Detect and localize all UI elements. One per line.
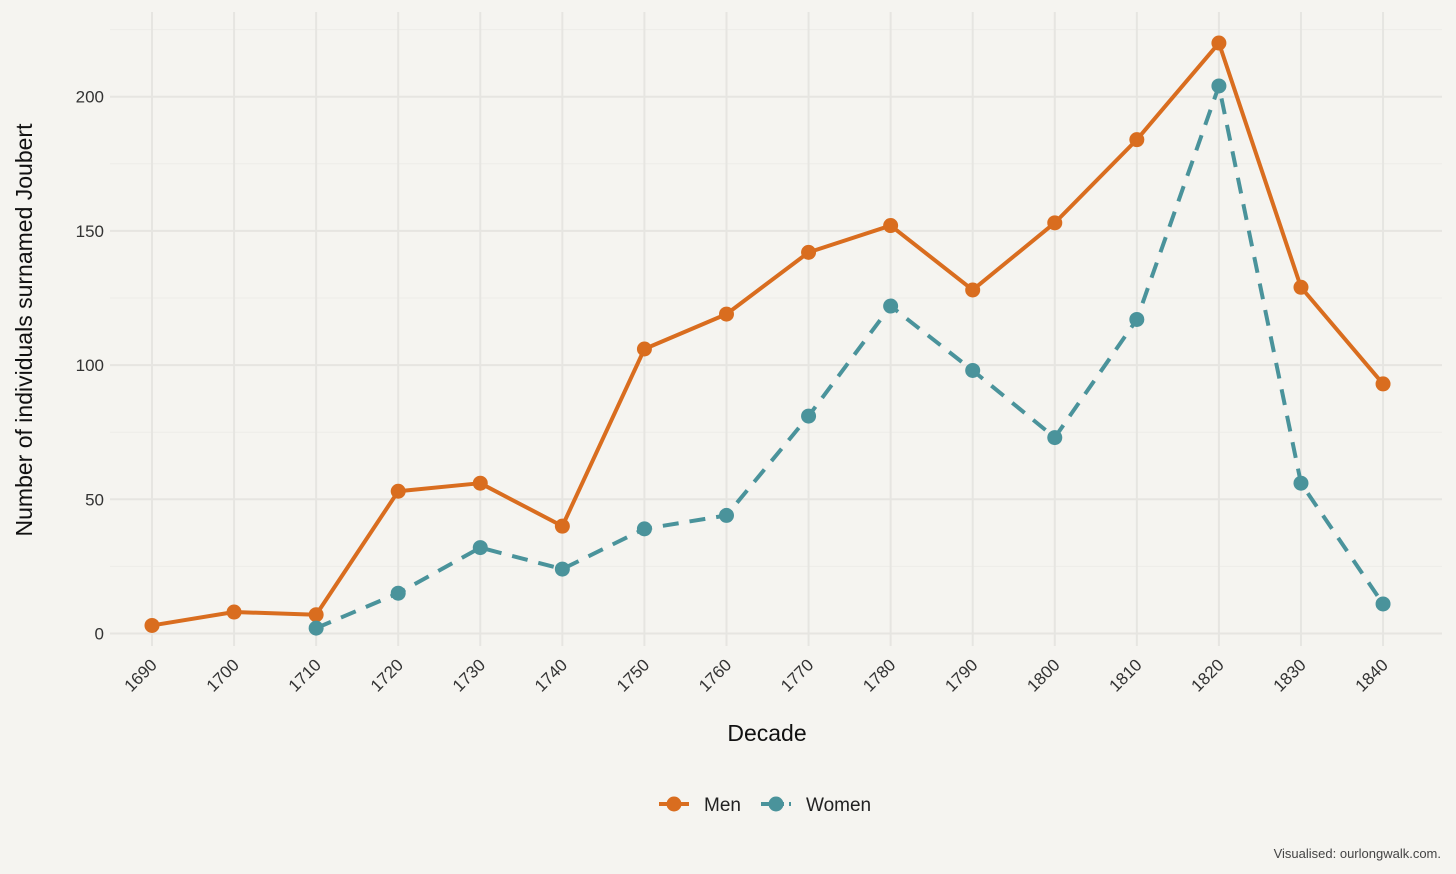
men-data-point (554, 518, 570, 534)
men-data-point (226, 604, 242, 620)
x-tick-label: 1820 (1188, 655, 1228, 695)
y-axis-ticks: 0 50 100 150 200 (76, 88, 104, 644)
legend: Men Women (659, 795, 871, 816)
women-series-line (315, 83, 1385, 630)
women-data-point (718, 507, 734, 523)
men-data-point (965, 282, 981, 298)
women-data-point (1047, 430, 1063, 446)
x-tick-label: 1790 (941, 655, 981, 695)
x-tick-label: 1800 (1023, 655, 1063, 695)
men-data-point (390, 483, 406, 499)
men-series-line (151, 41, 1385, 628)
women-legend-label: Women (806, 795, 871, 816)
y-tick-label: 200 (76, 88, 104, 107)
men-data-point (801, 244, 817, 260)
men-data-point (883, 218, 899, 234)
grid-lines (110, 12, 1442, 646)
x-tick-label: 1840 (1352, 655, 1392, 695)
men-data-point (472, 475, 488, 491)
y-tick-label: 0 (95, 625, 104, 644)
men-data-point (1211, 35, 1227, 51)
x-axis-title: Decade (727, 720, 806, 746)
x-tick-label: 1720 (367, 655, 407, 695)
y-axis-title: Number of individuals surnamed Joubert (11, 123, 37, 537)
y-tick-label: 150 (76, 222, 104, 241)
men-data-point (636, 341, 652, 357)
men-legend-key-point (666, 796, 682, 812)
men-data-point (718, 306, 734, 322)
x-tick-label: 1730 (449, 655, 489, 695)
x-tick-label: 1770 (777, 655, 817, 695)
women-data-point (390, 585, 406, 601)
men-data-point (1293, 279, 1309, 295)
men-legend-label: Men (704, 795, 741, 816)
x-tick-label: 1690 (121, 655, 161, 695)
women-data-point (1375, 596, 1391, 612)
women-data-point (883, 298, 899, 314)
x-axis-ticks: 1690 1700 1710 1720 1730 1740 1750 1760 1770 1780… (121, 655, 1392, 695)
women-data-point (801, 408, 817, 424)
x-tick-label: 1810 (1105, 655, 1145, 695)
women-legend-key-point (768, 796, 784, 812)
women-data-point (1293, 475, 1309, 491)
men-data-point (308, 607, 324, 623)
x-tick-label: 1710 (285, 655, 325, 695)
y-tick-label: 50 (85, 490, 104, 509)
women-data-point (1129, 311, 1145, 327)
women-data-point (965, 362, 981, 378)
men-data-point (1047, 215, 1063, 231)
y-tick-label: 100 (76, 356, 104, 375)
men-data-point (1129, 132, 1145, 148)
women-data-point (472, 540, 488, 556)
x-tick-label: 1740 (531, 655, 571, 695)
x-tick-label: 1760 (695, 655, 735, 695)
x-tick-label: 1830 (1270, 655, 1310, 695)
caption: Visualised: ourlongwalk.com. (1274, 846, 1441, 861)
x-tick-label: 1750 (613, 655, 653, 695)
x-tick-label: 1780 (859, 655, 899, 695)
women-data-point (554, 561, 570, 577)
women-data-point (636, 521, 652, 537)
women-data-point (308, 620, 324, 636)
men-data-point (1375, 376, 1391, 392)
men-data-point (144, 617, 160, 633)
women-data-point (1211, 78, 1227, 94)
x-tick-label: 1700 (203, 655, 243, 695)
series-group (144, 35, 1391, 636)
